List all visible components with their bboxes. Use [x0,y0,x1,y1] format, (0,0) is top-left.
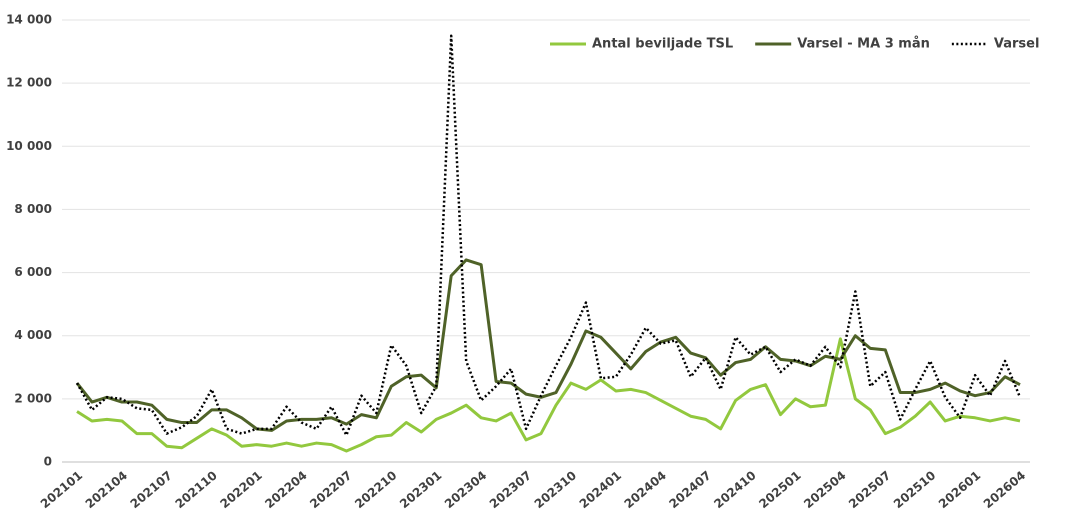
x-tick-label: 202104 [83,468,130,511]
x-tick-label: 202304 [442,468,489,511]
x-tick-label: 202604 [981,468,1028,511]
x-tick-label: 202501 [756,468,803,511]
x-tick-label: 202201 [217,468,264,511]
x-tick-label: 202107 [128,468,175,511]
x-tick-label: 202401 [577,468,624,511]
y-tick-label: 12 000 [6,76,52,90]
series-line [75,258,1021,432]
x-tick-label: 202207 [307,468,354,511]
x-tick-label: 202204 [262,468,309,511]
x-tick-label: 202507 [846,468,893,511]
y-tick-label: 14 000 [6,13,52,27]
y-tick-label: 10 000 [6,139,52,153]
x-tick-label: 202307 [487,468,534,511]
legend: Antal beviljade TSL Varsel - MA 3 mån Vars… [550,37,1039,52]
y-tick-label: 0 [44,455,52,469]
x-tick-label: 202410 [711,468,758,511]
x-tick-label: 202210 [352,468,399,511]
y-tick-label: 4 000 [14,328,52,342]
legend-label: Varsel [994,37,1040,52]
legend-label: Antal beviljade TSL [592,37,733,52]
series-line [75,34,1022,437]
y-tick-label: 2 000 [14,391,52,405]
x-tick-label: 202310 [532,468,579,511]
x-tick-label: 202407 [666,468,713,511]
y-tick-label: 8 000 [14,202,52,216]
x-tick-label: 202601 [936,468,983,511]
legend-label: Varsel - MA 3 mån [797,37,930,52]
x-tick-label: 202110 [173,468,220,511]
x-tick-label: 202510 [891,468,938,511]
x-tick-label: 202101 [38,468,85,511]
x-tick-label: 202301 [397,468,444,511]
y-tick-label: 6 000 [14,265,52,279]
x-tick-label: 202504 [801,468,848,511]
series-line [76,337,1021,453]
x-tick-label: 202404 [622,468,669,511]
